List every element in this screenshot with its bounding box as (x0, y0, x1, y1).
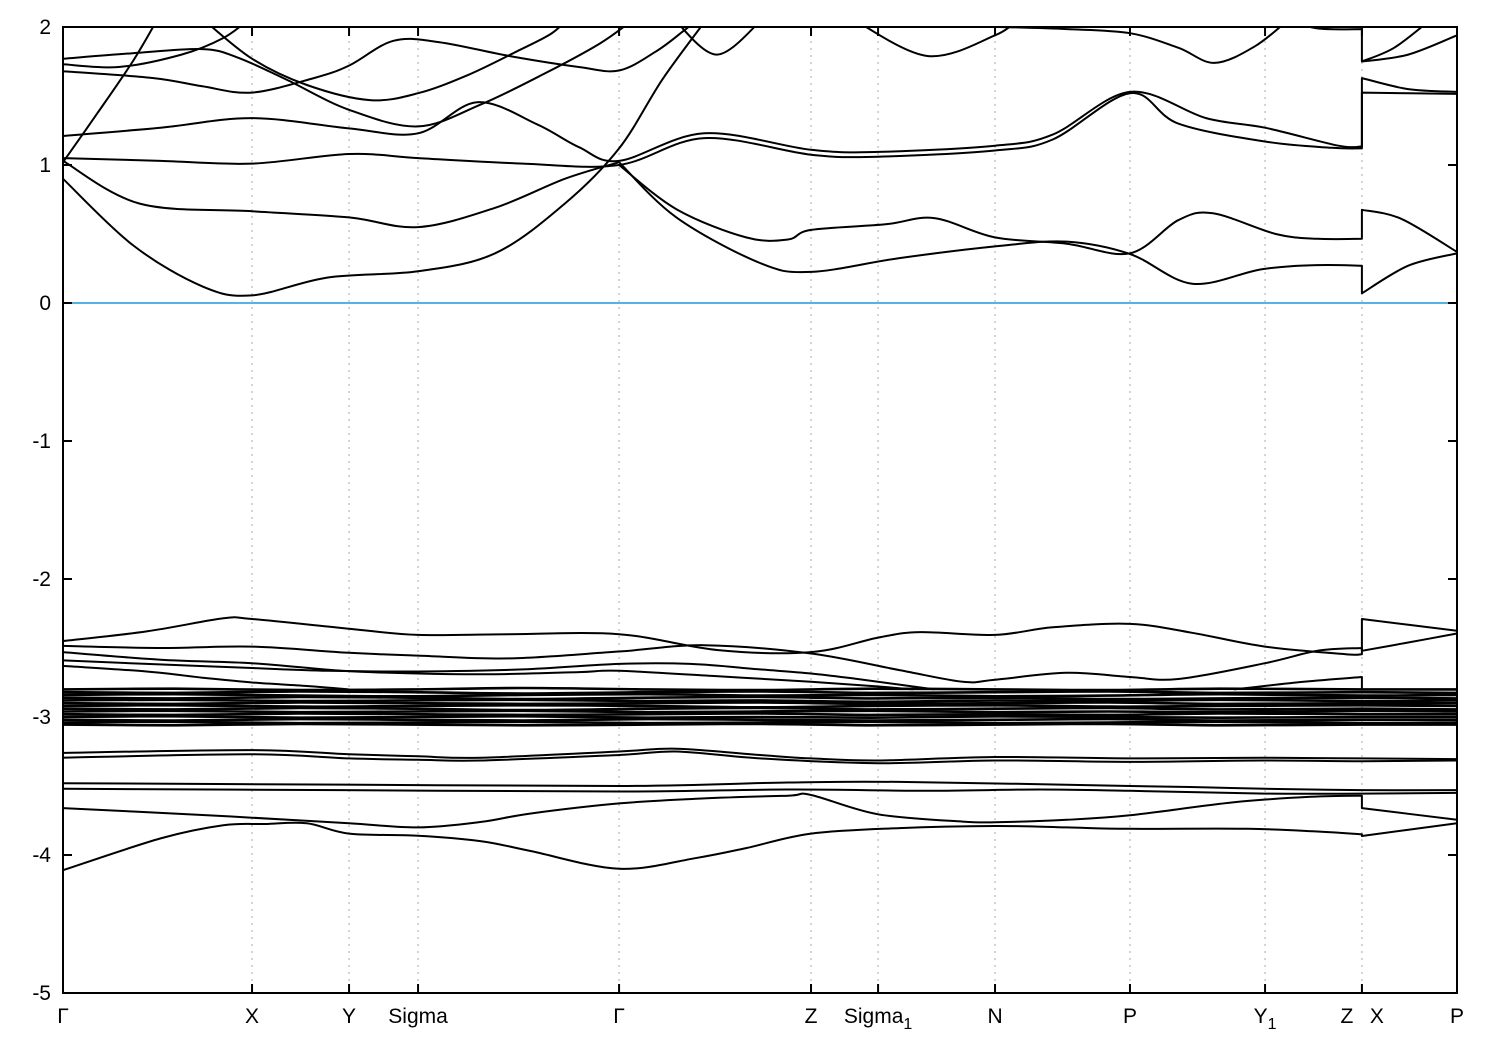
band-curve (63, 780, 1457, 792)
band-curve (210, 27, 561, 102)
band-curve (1306, 27, 1424, 63)
dense-band-cluster-line (63, 706, 1457, 712)
dense-band-cluster-line (63, 717, 1457, 722)
band-curve (1361, 34, 1457, 63)
band-lines (63, 27, 1457, 872)
band-curve (63, 664, 349, 691)
band-curve (999, 27, 1282, 64)
band-curve (63, 632, 1457, 684)
dense-band-cluster-line (63, 690, 1457, 695)
x-tick-label: P (1123, 1005, 1137, 1028)
y-tick-label: -1 (32, 430, 51, 453)
x-tick-label: Sigma (388, 1005, 448, 1028)
dense-band-cluster-line (63, 695, 1457, 701)
dense-band-cluster-line (63, 701, 1457, 706)
dense-band-cluster-line (63, 714, 1457, 720)
dense-band-cluster-line (63, 712, 1457, 717)
dense-band-cluster-line (63, 709, 1457, 714)
plot-border (62, 26, 1458, 994)
x-tick-label: N (987, 1005, 1002, 1028)
band-curve (63, 750, 1457, 765)
x-tick-label: Γ (613, 1005, 625, 1028)
tick-marks (62, 26, 1458, 994)
y-tick-label: 2 (39, 16, 51, 39)
band-curve (63, 659, 935, 691)
x-tick-label: Γ (57, 1005, 69, 1028)
band-curve (63, 27, 626, 128)
y-tick-label: 0 (39, 292, 51, 315)
y-tick-label: -5 (32, 982, 51, 1005)
band-curve (63, 787, 1457, 795)
y-tick-label: -2 (32, 568, 51, 591)
band-curve (63, 821, 1457, 872)
dense-band-cluster-line (63, 686, 1457, 692)
x-tick-label: Z (1341, 1005, 1354, 1028)
band-curve (63, 91, 1457, 168)
band-curve (618, 161, 1457, 295)
y-tick-label: 1 (39, 154, 51, 177)
y-tick-label: -3 (32, 706, 51, 729)
band-curve (63, 27, 155, 163)
band-curve (63, 747, 1457, 762)
band-curve (63, 27, 691, 94)
y-axis-labels: -5 -4 -3 -2 -1 0 1 2 (32, 16, 51, 1005)
band-curve (63, 651, 914, 691)
band-curve (63, 27, 703, 297)
x-tick-label: X (245, 1005, 259, 1028)
band-curve (618, 164, 1457, 256)
x-tick-label: Z (805, 1005, 818, 1028)
band-curve (63, 77, 1457, 163)
x-tick-label: Y (342, 1005, 356, 1028)
x-tick-label: Y1 (1254, 1005, 1277, 1033)
dense-band-cluster-line (63, 698, 1457, 704)
band-curve (864, 27, 1011, 58)
x-tick-label: Sigma1 (844, 1005, 913, 1033)
band-curve (63, 792, 1457, 829)
x-tick-label: P (1450, 1005, 1464, 1028)
dense-band-cluster-line (63, 722, 1457, 727)
dense-band-cluster-line (63, 692, 1457, 698)
x-tick-label: X (1370, 1005, 1384, 1028)
band-curve (63, 27, 242, 69)
gridlines (251, 27, 1363, 993)
y-tick-label: -4 (32, 844, 51, 867)
x-axis-labels: Γ X Y Sigma Γ Z Sigma1 N P Y1 Z X P (57, 1005, 1464, 1033)
band-curve (680, 27, 756, 56)
band-curve (63, 160, 620, 229)
band-curve (63, 616, 1457, 656)
